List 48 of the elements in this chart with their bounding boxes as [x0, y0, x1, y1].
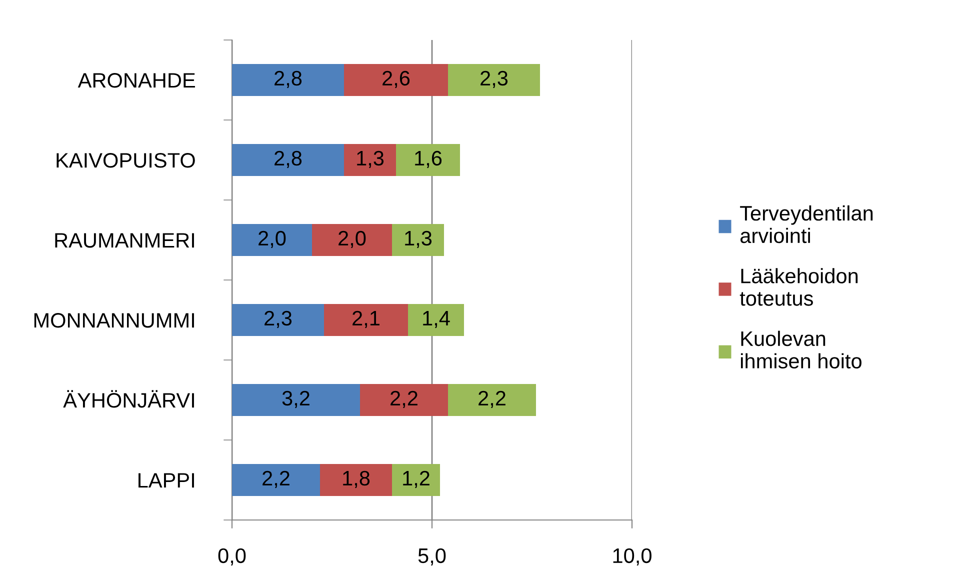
data-label: 2,0 [338, 230, 366, 248]
data-label: 1,8 [343, 470, 370, 488]
bar [232, 64, 344, 96]
data-label: 2,8 [274, 70, 302, 88]
y-tick-label: MONNANNUMMI [34, 313, 194, 328]
y-tick-label: ÄYHÖNJÄRVI [63, 390, 194, 408]
bar [408, 304, 464, 336]
bar [344, 144, 396, 176]
data-label: 1,4 [423, 311, 450, 328]
bar [392, 224, 444, 256]
data-label: 2,2 [262, 470, 290, 488]
data-label: 2,3 [480, 70, 508, 88]
x-tick-label: 10,0 [613, 548, 652, 566]
bar [392, 464, 440, 496]
x-tick-label: 5,0 [418, 548, 446, 566]
y-tick-label: ARONAHDE [78, 73, 195, 88]
y-tick-label: KAIVOPUISTO [56, 153, 195, 168]
data-label: 1,3 [405, 230, 432, 248]
x-tick-label: 0,0 [218, 548, 246, 566]
bar [396, 144, 460, 176]
bar [324, 304, 408, 336]
data-label: 3,2 [282, 390, 310, 408]
data-label: 2,2 [390, 390, 418, 408]
bar [232, 384, 360, 416]
bar [360, 384, 448, 416]
bar [232, 224, 312, 256]
data-label: 2,1 [352, 310, 380, 328]
data-label: 2,0 [258, 230, 286, 248]
bar [448, 64, 540, 96]
data-label: 2,6 [382, 70, 410, 88]
bar [320, 464, 392, 496]
bar [232, 144, 344, 176]
y-tick-label: LAPPI [138, 473, 194, 488]
legend-label: Lääkehoidon toteutus [740, 268, 858, 306]
legend-label: Terveydentilan arviointi [740, 205, 873, 244]
data-label: 1,3 [357, 150, 384, 168]
data-label: 2,8 [274, 150, 302, 168]
data-label: 1,2 [403, 470, 430, 488]
bar [344, 64, 448, 96]
data-label: 2,3 [264, 310, 292, 328]
legend-label: Kuolevan ihmisen hoito [740, 330, 862, 369]
data-label: 2,2 [478, 390, 506, 408]
bar [312, 224, 392, 256]
data-label: 1,6 [415, 150, 442, 168]
bar [448, 384, 536, 416]
y-tick-label: RAUMANMERI [55, 233, 194, 248]
bar [232, 464, 320, 496]
bar [232, 304, 324, 336]
